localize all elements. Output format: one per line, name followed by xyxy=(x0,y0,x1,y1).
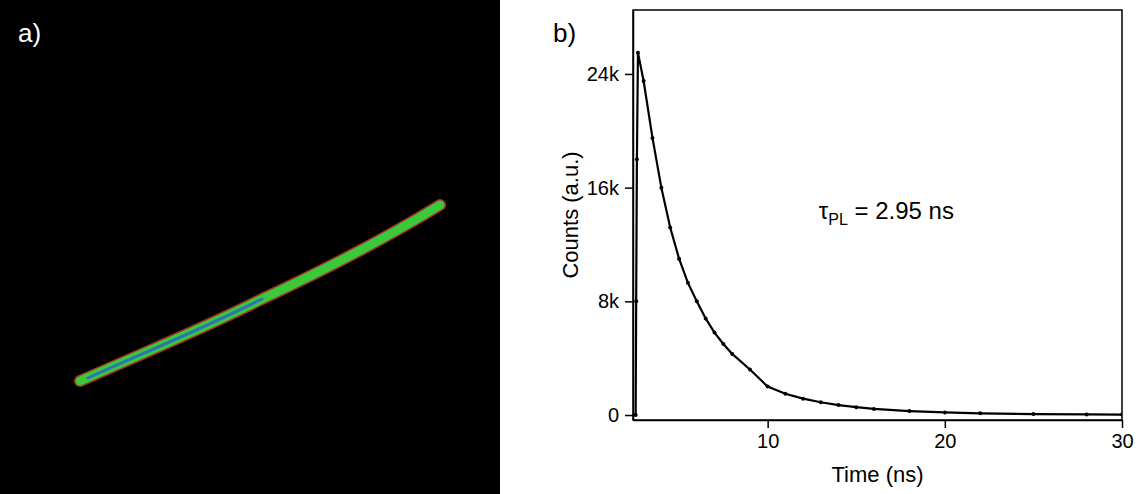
data-point xyxy=(659,186,663,190)
data-point xyxy=(978,411,982,415)
micrograph-background xyxy=(0,0,500,494)
data-point xyxy=(634,413,638,417)
data-point xyxy=(636,51,640,55)
y-axis-title: Counts (a.u.) xyxy=(558,151,583,278)
y-tick-label: 0 xyxy=(608,404,619,426)
data-point xyxy=(1031,412,1035,416)
panel-label: b) xyxy=(553,18,576,48)
y-tick: 0 xyxy=(608,404,633,426)
x-tick-mark xyxy=(1122,420,1124,428)
data-point xyxy=(907,409,911,413)
y-tick-label: 16k xyxy=(587,177,620,199)
annotation-subscript: PL xyxy=(828,211,848,228)
wire-edge xyxy=(80,205,440,381)
y-tick-mark xyxy=(625,415,633,417)
x-tick-label: 20 xyxy=(934,430,956,452)
x-tick: 10 xyxy=(757,420,779,452)
data-point xyxy=(668,225,672,229)
data-point xyxy=(1085,412,1089,416)
data-point xyxy=(1120,413,1122,417)
x-tick: 30 xyxy=(1111,420,1133,452)
data-point xyxy=(766,385,770,389)
data-point xyxy=(819,400,823,404)
data-point xyxy=(686,281,690,285)
y-tick-label: 8k xyxy=(598,290,620,312)
y-axis-line xyxy=(633,11,635,421)
x-tick-mark xyxy=(945,420,947,428)
data-point xyxy=(837,403,841,407)
y-tick-mark xyxy=(625,301,633,303)
data-point xyxy=(730,352,734,356)
y-tick-mark xyxy=(625,187,633,189)
data-point xyxy=(650,136,654,140)
y-tick-mark xyxy=(625,74,633,76)
data-point xyxy=(721,342,725,346)
data-point xyxy=(642,79,646,83)
plot-frame xyxy=(633,10,1122,420)
figure: a) b) 10 20 30 0 8k 16k 24k Time (ns) Counts (a.u.… xyxy=(0,0,1143,494)
annotation-text: = 2.95 ns xyxy=(848,197,954,224)
x-axis-title: Time (ns) xyxy=(831,462,923,487)
image-panel: a) xyxy=(0,0,500,494)
x-tick-label: 10 xyxy=(757,430,779,452)
data-point xyxy=(635,157,639,161)
wire-core xyxy=(88,299,262,378)
x-tick: 20 xyxy=(934,420,956,452)
panel-label: a) xyxy=(18,18,41,48)
decay-curve xyxy=(636,53,1122,415)
y-tick: 16k xyxy=(587,177,633,199)
x-axis-line xyxy=(634,420,1123,422)
data-point xyxy=(748,368,752,372)
y-tick: 24k xyxy=(587,63,633,85)
annotation: τPL = 2.95 ns xyxy=(819,197,954,228)
data-point xyxy=(634,299,638,303)
x-tick-mark xyxy=(767,420,769,428)
data-point xyxy=(695,299,699,303)
data-point xyxy=(704,316,708,320)
data-point xyxy=(713,331,717,335)
y-tick: 8k xyxy=(598,290,633,312)
x-axis: 10 20 30 xyxy=(634,420,1134,452)
data-point xyxy=(943,410,947,414)
x-tick-label: 30 xyxy=(1111,430,1133,452)
y-tick-label: 24k xyxy=(587,63,620,85)
data-point xyxy=(801,397,805,401)
wire-body xyxy=(80,205,440,381)
data-point xyxy=(783,392,787,396)
y-axis: 0 8k 16k 24k xyxy=(587,11,634,426)
chart-panel: b) 10 20 30 0 8k 16k 24k Time (ns) Counts (a.u.) τ… xyxy=(553,10,1134,487)
data-point xyxy=(677,257,681,261)
data-point xyxy=(854,405,858,409)
data-point xyxy=(872,407,876,411)
data-layer xyxy=(634,51,1122,417)
